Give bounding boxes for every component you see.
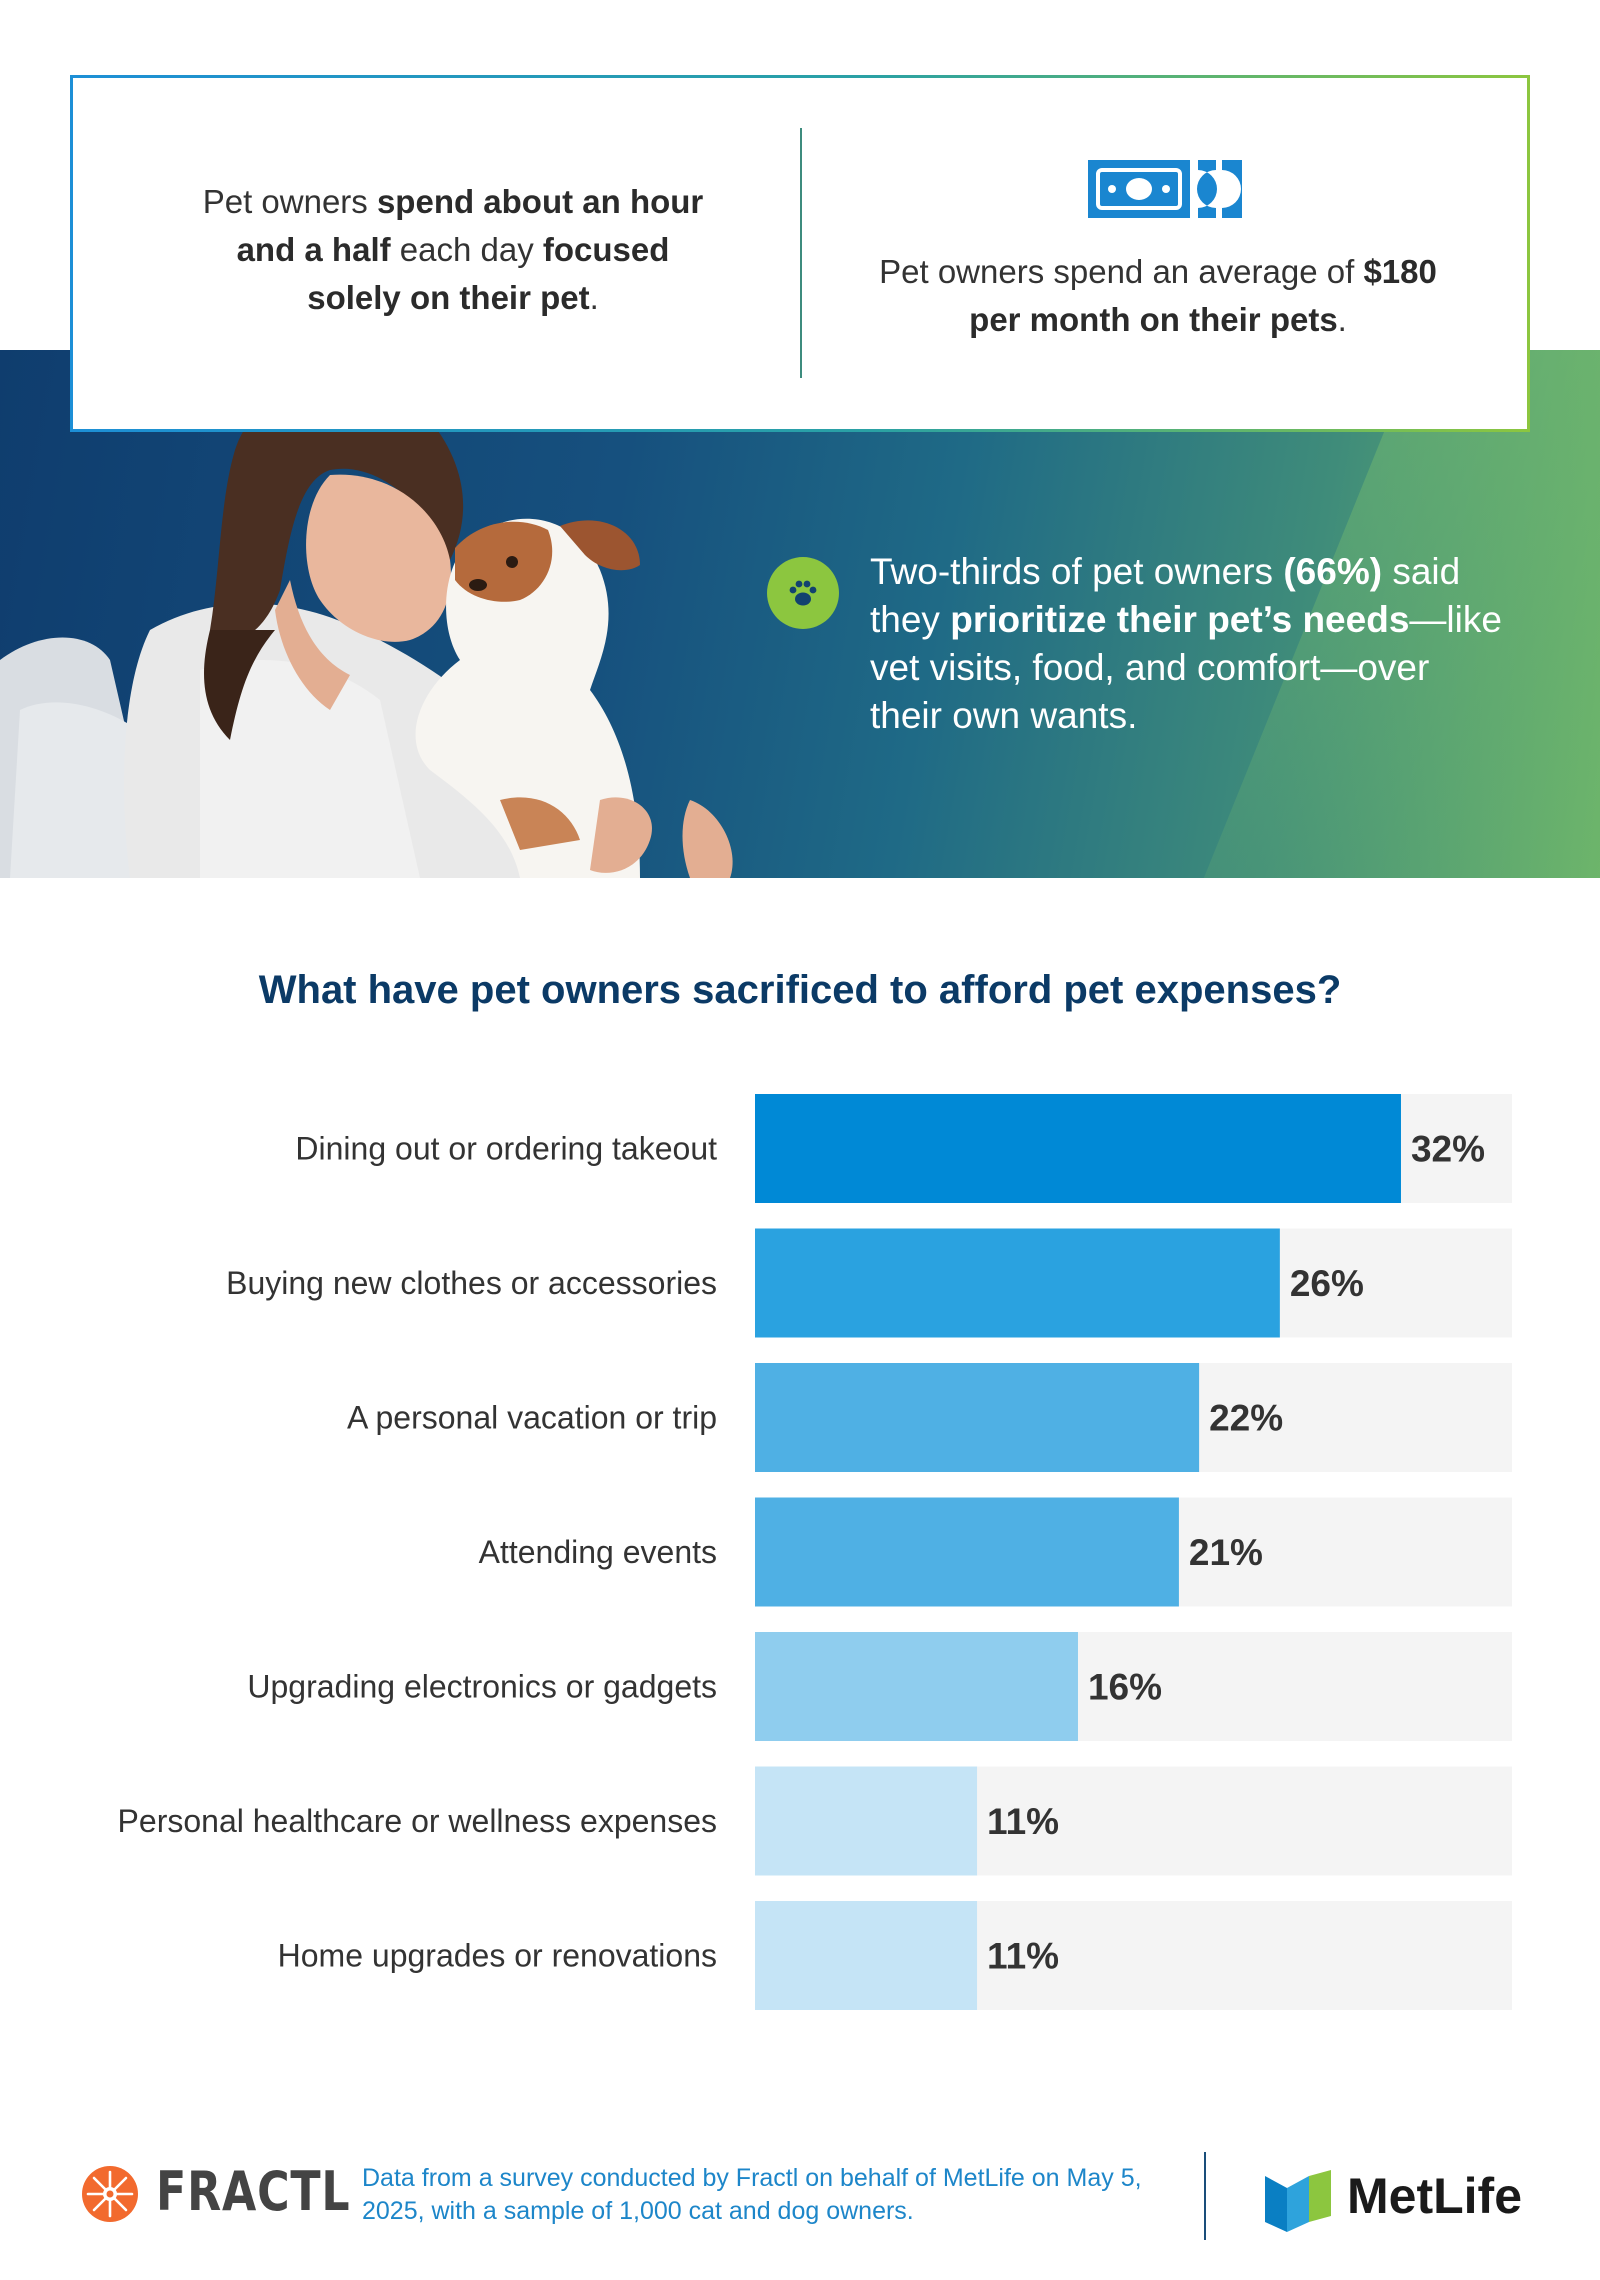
woman-with-puppy-photo — [0, 381, 733, 878]
bar — [755, 1363, 1200, 1472]
category-label: Dining out or ordering takeout — [295, 1131, 717, 1167]
paw-badge — [767, 557, 839, 629]
bar — [755, 1228, 1280, 1338]
body-text: each day — [390, 231, 543, 268]
body-text: said they — [870, 551, 1461, 640]
fractl-wordmark: FRACTL — [156, 2160, 351, 2223]
bar — [755, 1766, 978, 1876]
emphasis-text: focused solely on their pet — [307, 231, 670, 316]
value-label: 11% — [987, 1936, 1059, 1977]
body-text: —like vet visits, food, and comfort—over… — [870, 599, 1502, 736]
stat-divider — [800, 128, 802, 378]
category-label: Home upgrades or renovations — [278, 1938, 717, 1974]
emphasis-text: spend about an hour and a half — [236, 183, 704, 268]
body-text: Two-thirds of pet owners — [870, 551, 1284, 592]
bar — [755, 1497, 1179, 1607]
value-label: 21% — [1189, 1532, 1263, 1573]
emphasis-text: prioritize their pet’s needs — [950, 599, 1410, 640]
bar-chart: Dining out or ordering takeout 32% Buying … — [118, 1094, 1512, 2010]
body-text: . — [1337, 301, 1347, 338]
category-label: Buying new clothes or accessories — [226, 1265, 717, 1301]
body-text: Pet owners spend an average of — [879, 253, 1364, 290]
metlife-logo-icon — [1265, 2170, 1331, 2232]
bar — [755, 1632, 1078, 1741]
emphasis-text: (66%) — [1283, 551, 1383, 592]
value-label: 32% — [1411, 1129, 1485, 1170]
bar — [755, 1094, 1401, 1203]
hero-statement: Two-thirds of pet owners (66%) said they… — [870, 548, 1510, 740]
value-label: 16% — [1088, 1667, 1162, 1708]
stat-hours: Pet owners spend about an hour and a hal… — [193, 178, 713, 322]
footer-divider — [1204, 2152, 1206, 2240]
body-text: . — [589, 279, 599, 316]
money-bills-icon — [1088, 160, 1242, 218]
value-label: 26% — [1290, 1263, 1364, 1304]
body-text: Pet owners — [202, 183, 377, 220]
metlife-wordmark: MetLife — [1347, 2168, 1522, 2224]
value-label: 22% — [1209, 1398, 1283, 1439]
stat-card: Pet owners spend about an hour and a hal… — [70, 75, 1530, 432]
stat-spend: Pet owners spend an average of $180 per … — [863, 248, 1453, 344]
category-label: Attending events — [479, 1534, 717, 1570]
emphasis-text: $180 per month on their pets — [969, 253, 1437, 338]
category-label: Upgrading electronics or gadgets — [247, 1669, 717, 1705]
paw-icon — [789, 580, 817, 606]
fractl-logo-icon — [82, 2166, 138, 2222]
source-footnote: Data from a survey conducted by Fractl o… — [362, 2164, 1142, 2225]
chart-title: What have pet owners sacrificed to affor… — [258, 968, 1342, 1012]
value-label: 11% — [987, 1801, 1059, 1842]
category-label: A personal vacation or trip — [347, 1400, 717, 1436]
category-label: Personal healthcare or wellness expenses — [118, 1803, 717, 1839]
bar — [755, 1901, 978, 2010]
